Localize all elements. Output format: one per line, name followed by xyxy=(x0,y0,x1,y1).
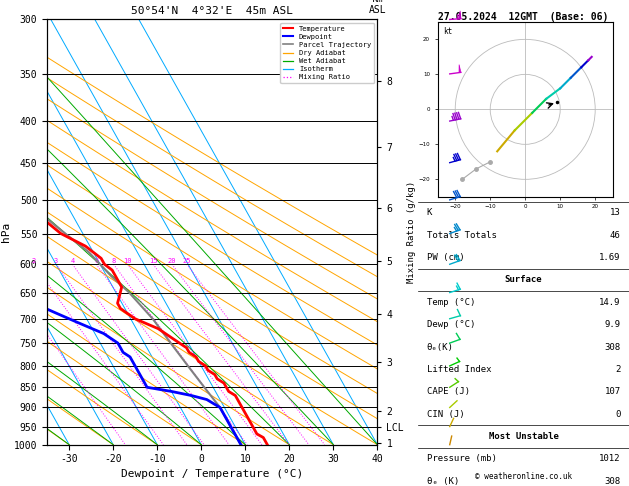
Text: 25: 25 xyxy=(182,258,191,264)
Text: 27.05.2024  12GMT  (Base: 06): 27.05.2024 12GMT (Base: 06) xyxy=(438,12,609,22)
Text: 6: 6 xyxy=(94,258,98,264)
Text: Mixing Ratio (g/kg): Mixing Ratio (g/kg) xyxy=(408,181,416,283)
Text: CIN (J): CIN (J) xyxy=(426,410,464,418)
Text: θₑ(K): θₑ(K) xyxy=(426,343,454,351)
Text: 8: 8 xyxy=(111,258,116,264)
Text: 10: 10 xyxy=(123,258,131,264)
Text: 2: 2 xyxy=(31,258,36,264)
Text: 308: 308 xyxy=(604,477,621,486)
Text: Most Unstable: Most Unstable xyxy=(489,432,559,441)
Y-axis label: hPa: hPa xyxy=(1,222,11,242)
Text: 107: 107 xyxy=(604,387,621,396)
Text: 15: 15 xyxy=(149,258,157,264)
Text: 4: 4 xyxy=(70,258,75,264)
Text: Pressure (mb): Pressure (mb) xyxy=(426,454,496,463)
X-axis label: Dewpoint / Temperature (°C): Dewpoint / Temperature (°C) xyxy=(121,469,303,479)
Text: Surface: Surface xyxy=(505,276,542,284)
Text: K: K xyxy=(426,208,432,217)
Text: 46: 46 xyxy=(610,231,621,240)
Text: 1012: 1012 xyxy=(599,454,621,463)
Text: kt: kt xyxy=(443,27,452,36)
Text: 14.9: 14.9 xyxy=(599,298,621,307)
Text: 308: 308 xyxy=(604,343,621,351)
Text: 13: 13 xyxy=(610,208,621,217)
Text: CAPE (J): CAPE (J) xyxy=(426,387,470,396)
Text: 0: 0 xyxy=(615,410,621,418)
Text: Temp (°C): Temp (°C) xyxy=(426,298,475,307)
Text: © weatheronline.co.uk: © weatheronline.co.uk xyxy=(475,472,572,481)
Text: 9.9: 9.9 xyxy=(604,320,621,329)
Text: 20: 20 xyxy=(168,258,176,264)
Text: Totals Totals: Totals Totals xyxy=(426,231,496,240)
Text: km
ASL: km ASL xyxy=(369,0,386,15)
Legend: Temperature, Dewpoint, Parcel Trajectory, Dry Adiabat, Wet Adiabat, Isotherm, Mi: Temperature, Dewpoint, Parcel Trajectory… xyxy=(280,23,374,83)
Text: 2: 2 xyxy=(615,365,621,374)
Text: PW (cm): PW (cm) xyxy=(426,253,464,262)
Text: Dewp (°C): Dewp (°C) xyxy=(426,320,475,329)
Text: 1.69: 1.69 xyxy=(599,253,621,262)
Text: Lifted Index: Lifted Index xyxy=(426,365,491,374)
Title: 50°54'N  4°32'E  45m ASL: 50°54'N 4°32'E 45m ASL xyxy=(131,6,293,16)
Text: 3: 3 xyxy=(54,258,58,264)
Text: θₑ (K): θₑ (K) xyxy=(426,477,459,486)
